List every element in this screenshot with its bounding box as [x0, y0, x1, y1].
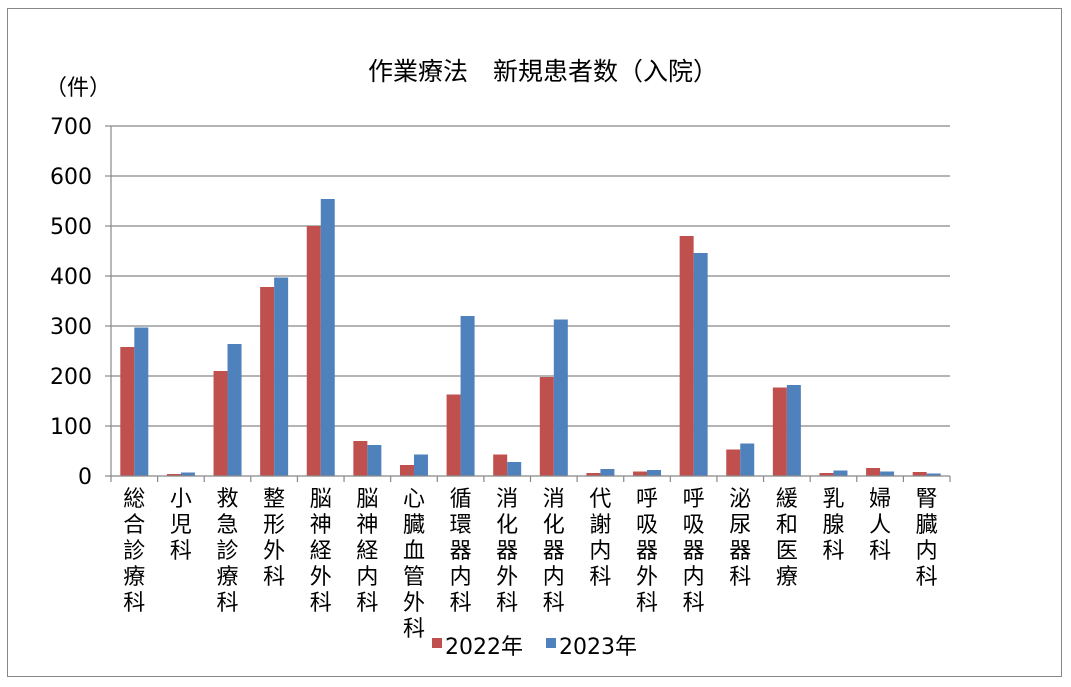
bar-2022年-代謝内科	[586, 473, 601, 476]
bar-2023年-婦人科	[880, 471, 895, 476]
bar-2022年-脳神経外科	[306, 226, 321, 476]
bar-2022年-救急診療科	[213, 371, 228, 476]
bar-2023年-整形外科	[274, 277, 289, 476]
legend-label: 2023年	[559, 635, 637, 660]
category-label: 代謝内科	[589, 487, 611, 590]
bar-2022年-緩和医療	[772, 387, 787, 476]
y-tick-label: 100	[50, 415, 92, 440]
legend-swatch-2022年	[432, 638, 442, 648]
category-label: 小児科	[170, 487, 192, 564]
category-label: 呼吸器外科	[636, 487, 658, 616]
bar-2022年-乳腺科	[819, 473, 834, 476]
bar-2023年-消化器外科	[507, 462, 522, 476]
bar-2022年-呼吸器外科	[633, 471, 648, 476]
y-tick-label: 300	[50, 315, 92, 340]
bar-2023年-救急診療科	[227, 344, 242, 476]
bar-2022年-消化器内科	[539, 377, 554, 476]
legend-label: 2022年	[445, 635, 523, 660]
bar-2023年-循環器内科	[460, 316, 475, 476]
bar-2023年-腎臓内科	[926, 473, 941, 476]
y-tick-label: 0	[78, 465, 92, 490]
bar-2022年-腎臓内科	[912, 472, 927, 476]
bar-2023年-代謝内科	[600, 469, 615, 476]
category-label: 循環器内科	[450, 487, 472, 616]
bar-2022年-脳神経内科	[353, 441, 368, 476]
category-label: 消化器外科	[496, 487, 518, 616]
category-label: 婦人科	[869, 487, 891, 564]
y-tick-label: 200	[50, 365, 92, 390]
chart-title: 作業療法 新規患者数（入院）	[368, 57, 718, 86]
chart-frame	[7, 8, 1062, 677]
y-tick-label: 400	[50, 265, 92, 290]
y-tick-label: 600	[50, 165, 92, 190]
bar-2022年-泌尿器科	[726, 449, 741, 476]
bar-2022年-整形外科	[260, 287, 275, 476]
category-label: 総合診療科	[123, 487, 145, 616]
legend: 2022年 2023年	[432, 635, 637, 660]
legend-swatch-2023年	[546, 638, 556, 648]
y-tick-label: 500	[50, 215, 92, 240]
bar-2023年-呼吸器内科	[693, 253, 708, 476]
x-axis	[110, 126, 951, 482]
y-axis-unit-label: （件）	[45, 76, 111, 101]
bar-2023年-小児科	[180, 472, 195, 476]
category-label: 心臓血管外科	[403, 487, 425, 642]
category-label: 救急診療科	[217, 487, 239, 616]
bar-2023年-緩和医療	[786, 385, 801, 476]
category-label: 泌尿器科	[729, 487, 751, 590]
category-label: 乳腺科	[822, 487, 844, 564]
bar-2023年-泌尿器科	[740, 443, 755, 476]
bar-2022年-総合診療科	[120, 347, 135, 476]
bar-2022年-小児科	[166, 474, 181, 476]
bar-2022年-消化器外科	[493, 454, 508, 476]
bar-2022年-婦人科	[866, 468, 881, 476]
bar-2022年-循環器内科	[446, 394, 461, 476]
bar-2023年-総合診療科	[134, 327, 149, 476]
bar-2023年-乳腺科	[833, 470, 848, 476]
bar-2023年-脳神経内科	[367, 445, 382, 476]
bars	[120, 199, 941, 476]
category-label: 腎臓内科	[916, 487, 938, 590]
category-label: 脳神経外科	[310, 487, 332, 616]
category-label: 緩和医療	[776, 487, 798, 590]
y-axis-ticks: 0 100 200 300 400 500 600 700	[50, 115, 111, 490]
bar-2023年-心臓血管外科	[413, 454, 428, 476]
category-label: 整形外科	[263, 487, 285, 590]
bar-2023年-消化器内科	[553, 319, 568, 476]
bar-2022年-呼吸器内科	[679, 236, 694, 476]
category-label: 脳神経内科	[356, 487, 378, 616]
bar-2023年-脳神経外科	[320, 199, 335, 476]
gridlines	[111, 125, 950, 427]
category-labels: 総合診療科 小児科 救急診療科 整形外科 脳神経外科 脳神経内科 心臓血管外科 循環器内科 消化…	[123, 487, 937, 642]
category-label: 呼吸器内科	[683, 487, 705, 616]
bar-2022年-心臓血管外科	[399, 465, 414, 476]
bar-2023年-呼吸器外科	[647, 470, 662, 476]
category-label: 消化器内科	[543, 487, 565, 616]
y-tick-label: 700	[50, 115, 92, 140]
